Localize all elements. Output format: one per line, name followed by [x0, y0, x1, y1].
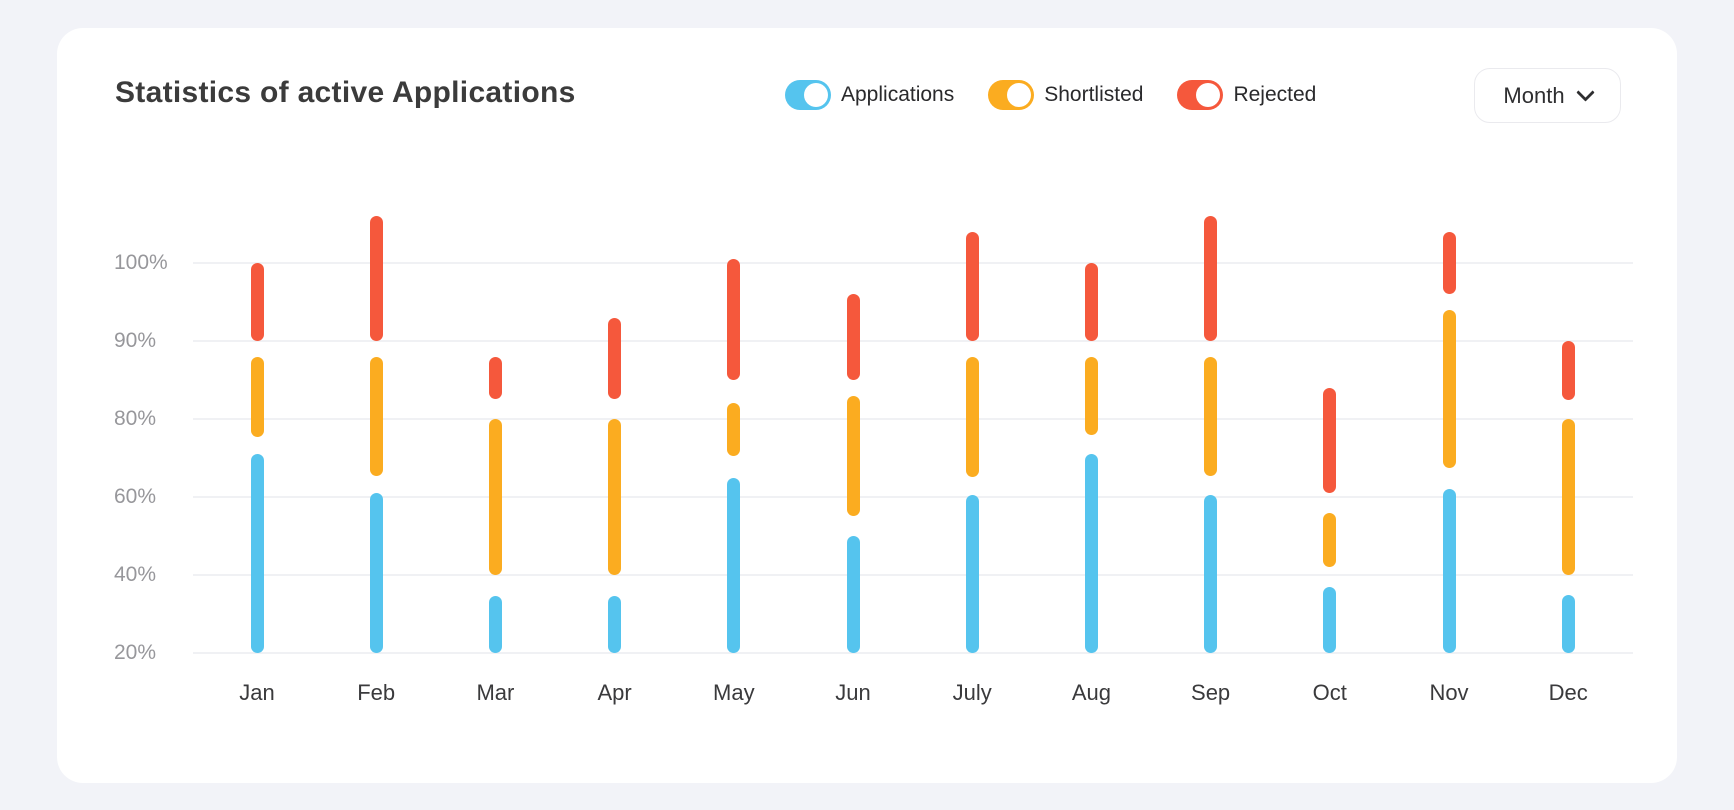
bar-segment-shortlisted[interactable]: [965, 356, 979, 478]
x-axis-label: Nov: [1429, 680, 1469, 705]
legend-item-shortlisted[interactable]: Shortlisted: [988, 80, 1143, 110]
bar-segment-applications[interactable]: [608, 596, 622, 653]
bar-segment-shortlisted[interactable]: [1084, 356, 1098, 435]
statistics-card: Statistics of active Applications Applic…: [57, 28, 1677, 783]
plot-area: 100% 90% 80% 60% 40% 20% Jan Feb Mar Apr May Jun Jul…: [57, 28, 1677, 783]
bar-segment-shortlisted[interactable]: [608, 419, 622, 575]
gridline: [193, 496, 1633, 498]
bar-segment-rejected[interactable]: [727, 259, 741, 380]
bar-segment-shortlisted[interactable]: [1204, 356, 1218, 476]
applications-toggle-icon[interactable]: [785, 80, 831, 110]
bar-segment-rejected[interactable]: [1561, 341, 1575, 400]
bar-segment-applications[interactable]: [1442, 489, 1456, 653]
legend-item-applications[interactable]: Applications: [785, 80, 954, 110]
bar-segment-applications[interactable]: [1323, 586, 1337, 653]
rejected-toggle-icon[interactable]: [1177, 80, 1224, 110]
bar-segment-applications[interactable]: [250, 454, 264, 653]
bar-segment-rejected[interactable]: [846, 294, 860, 380]
x-axis-label: May: [713, 680, 755, 705]
bar-segment-applications[interactable]: [1204, 495, 1218, 653]
bar-segment-shortlisted[interactable]: [488, 419, 502, 575]
bar-segment-rejected[interactable]: [1084, 263, 1098, 341]
y-axis-label: 20%: [114, 641, 157, 664]
x-axis-label: Oct: [1312, 680, 1347, 705]
bar-segment-rejected[interactable]: [369, 216, 383, 341]
chart-title: Statistics of active Applications: [115, 76, 576, 109]
gridline: [193, 340, 1633, 342]
bar-segment-applications[interactable]: [846, 536, 860, 653]
x-axis-label: Jun: [835, 680, 871, 705]
bar-segment-rejected[interactable]: [250, 263, 264, 341]
x-axis-label: July: [952, 680, 992, 705]
x-axis-label: Aug: [1071, 680, 1111, 705]
bar-segment-rejected[interactable]: [1442, 231, 1456, 295]
bar-segment-shortlisted[interactable]: [727, 403, 741, 457]
legend-label-shortlisted: Shortlisted: [1044, 83, 1144, 106]
x-axis-label: Sep: [1191, 680, 1231, 705]
bar-segment-shortlisted[interactable]: [369, 356, 383, 476]
bar-segment-shortlisted[interactable]: [1323, 512, 1337, 568]
y-axis-label: 100%: [114, 251, 168, 274]
x-axis-label: Dec: [1548, 680, 1588, 705]
bar-segment-applications[interactable]: [369, 493, 383, 653]
bar-segment-applications[interactable]: [488, 596, 502, 653]
toggle-knob: [804, 83, 828, 107]
period-dropdown-label: Month: [1503, 82, 1565, 108]
bar-segment-rejected[interactable]: [965, 231, 979, 341]
toggle-knob: [1196, 83, 1221, 107]
toggle-knob: [1007, 83, 1032, 107]
y-axis-label: 80%: [114, 407, 157, 430]
y-axis-label: 60%: [114, 485, 157, 508]
bar-segment-rejected[interactable]: [1323, 387, 1337, 494]
chart-legend: Applications Shortlisted Rejected: [785, 78, 1316, 112]
shortlisted-toggle-icon[interactable]: [988, 80, 1035, 110]
bar-segment-rejected[interactable]: [1204, 216, 1218, 341]
period-dropdown[interactable]: Month: [1474, 68, 1621, 123]
gridline: [193, 262, 1633, 264]
x-axis-label: Apr: [597, 680, 632, 705]
x-axis-label: Mar: [476, 680, 515, 705]
bar-segment-rejected[interactable]: [488, 356, 502, 400]
bar-segment-applications[interactable]: [1084, 454, 1098, 653]
y-axis-label: 90%: [114, 329, 157, 352]
gridline: [193, 418, 1633, 420]
bar-segment-shortlisted[interactable]: [1442, 309, 1456, 468]
bar-segment-shortlisted[interactable]: [250, 356, 264, 437]
legend-item-rejected[interactable]: Rejected: [1177, 80, 1316, 110]
bar-segment-applications[interactable]: [727, 477, 741, 653]
bar-segment-shortlisted[interactable]: [1561, 419, 1575, 575]
bar-segment-applications[interactable]: [1561, 594, 1575, 653]
legend-label-rejected: Rejected: [1233, 83, 1317, 106]
gridline: [193, 652, 1633, 654]
bar-segment-applications[interactable]: [965, 495, 979, 653]
y-axis-label: 40%: [114, 563, 157, 586]
legend-label-applications: Applications: [841, 83, 955, 106]
gridline: [193, 574, 1633, 576]
x-axis-label: Jan: [239, 680, 275, 705]
bar-segment-shortlisted[interactable]: [846, 395, 860, 517]
bar-segment-rejected[interactable]: [608, 317, 622, 400]
x-axis-label: Feb: [357, 680, 396, 705]
